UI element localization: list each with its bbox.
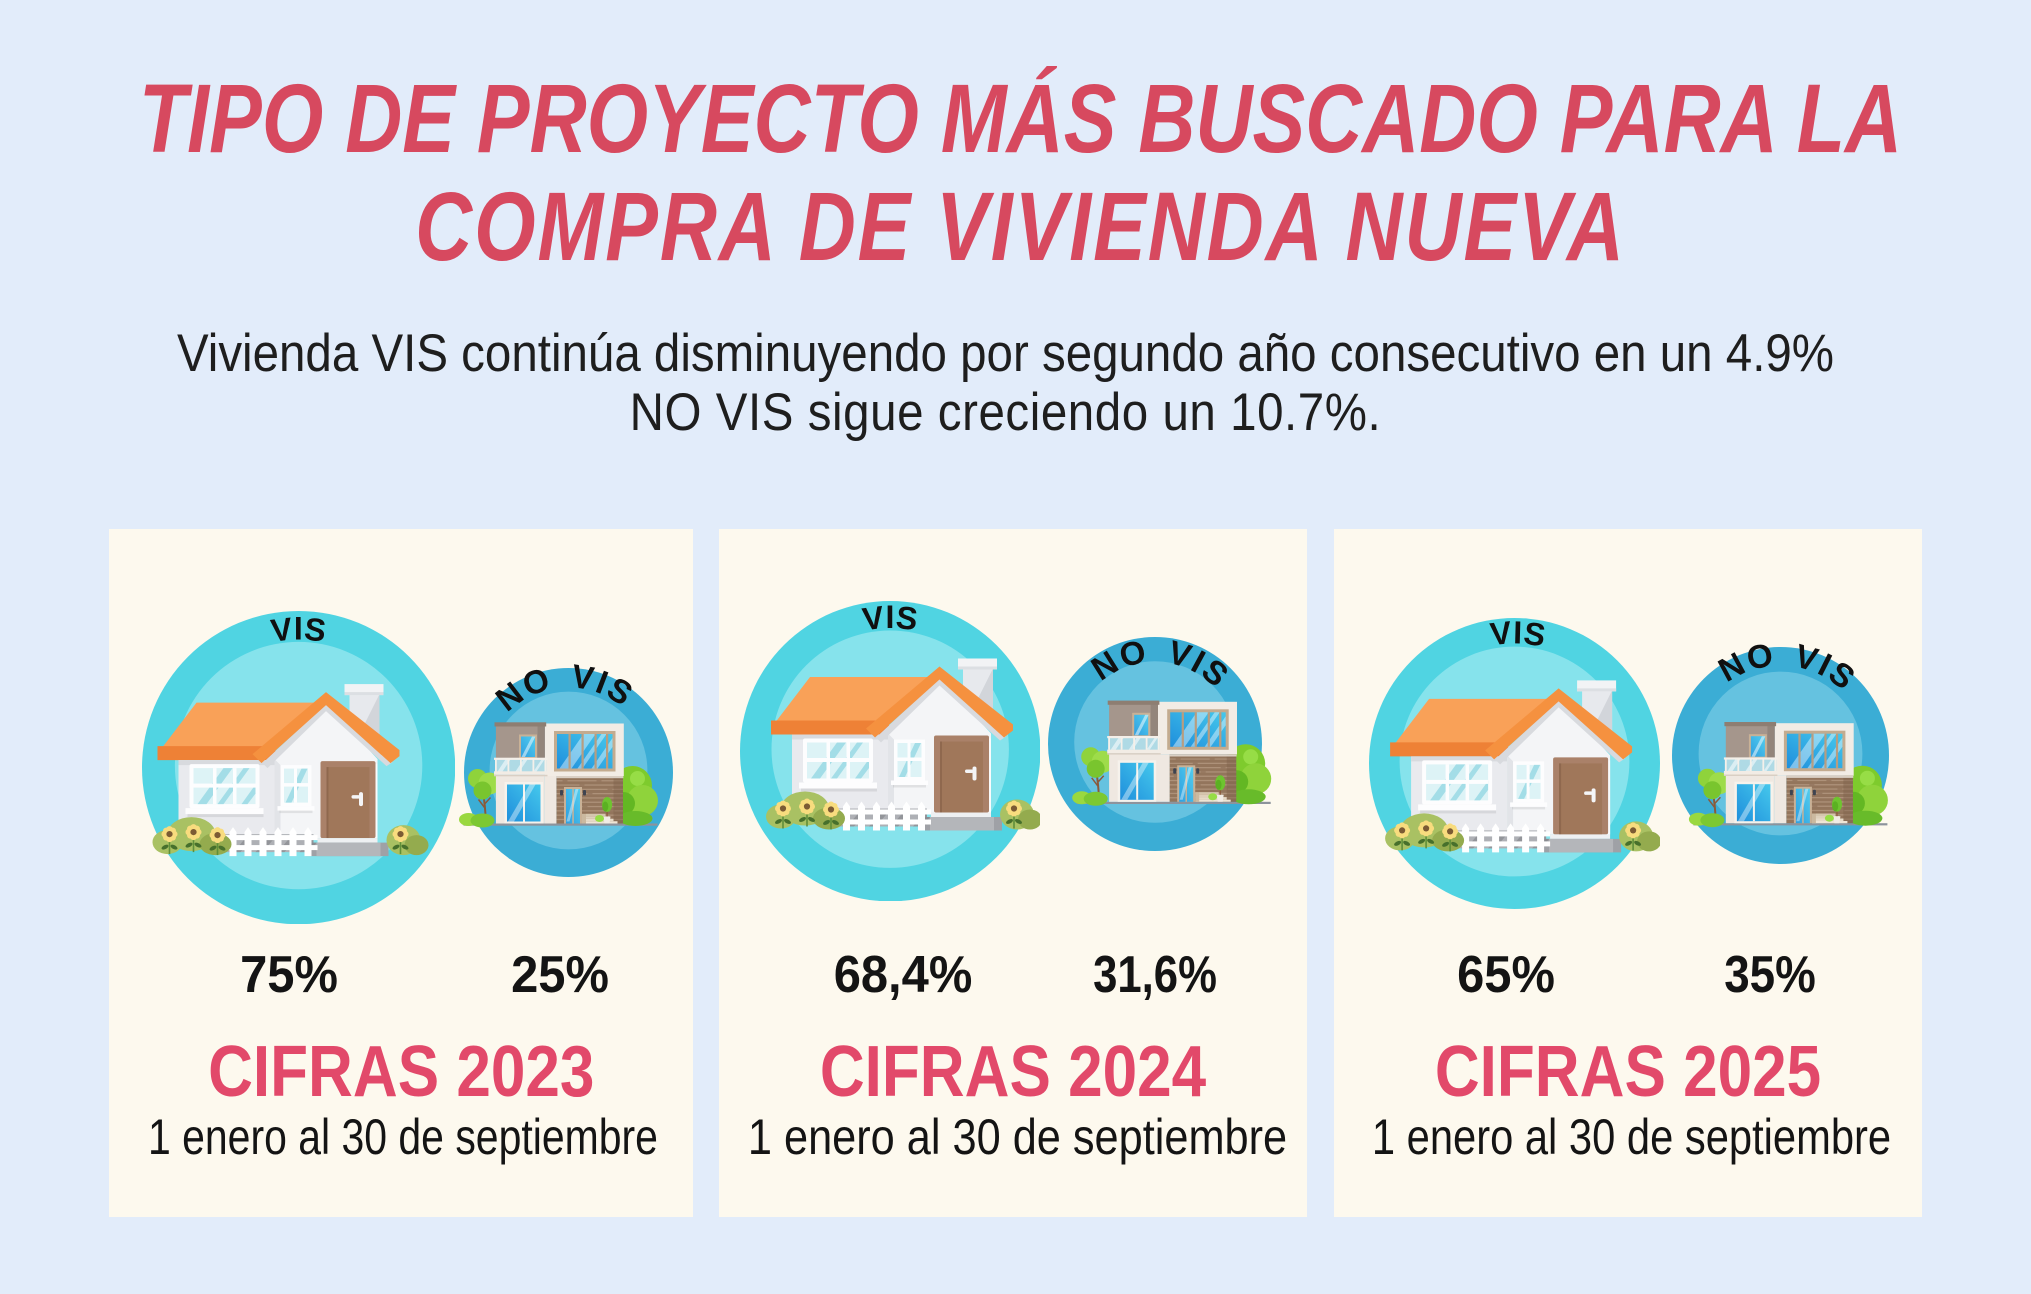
- svg-text:VIS: VIS: [269, 611, 329, 649]
- svg-text:VIS: VIS: [860, 601, 920, 637]
- svg-text:VIS: VIS: [1488, 618, 1549, 654]
